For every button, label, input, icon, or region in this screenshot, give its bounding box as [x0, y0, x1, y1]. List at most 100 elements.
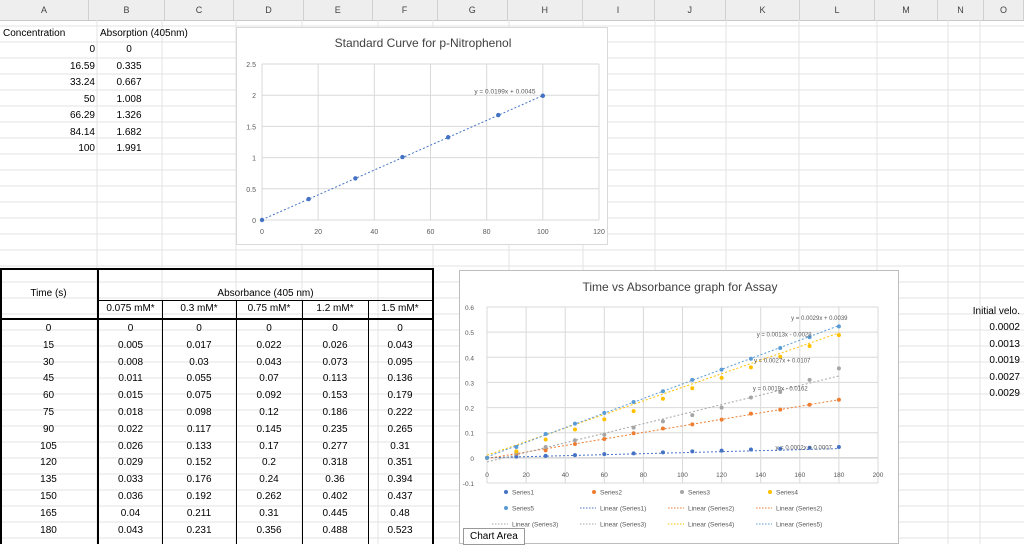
assay-chart[interactable]: Time vs Absorbance graph for Assay -0.1 0 0…	[459, 270, 899, 544]
absorbance-cell[interactable]: 0.24	[259, 474, 279, 486]
absorbance-cell[interactable]: 0.179	[387, 390, 413, 402]
column-header-e[interactable]: E	[304, 0, 373, 20]
absorbance-cell[interactable]: 0.098	[186, 407, 212, 418]
concentration-cell[interactable]: 33.24	[69, 77, 95, 88]
absorbance-cell[interactable]: 0.153	[322, 390, 348, 402]
absorption-cell[interactable]: 1.008	[116, 93, 142, 105]
concentration-header-5[interactable]: 1.5 mM*	[381, 303, 419, 314]
absorbance-cell[interactable]: 0	[127, 323, 134, 334]
absorbance-cell[interactable]: 0.036	[117, 491, 144, 502]
standard-curve-chart[interactable]: Standard Curve for p-Nitrophenol 0 0.5 1 1.5…	[236, 27, 608, 245]
absorbance-cell[interactable]: 0.055	[186, 373, 212, 385]
absorbance-cell[interactable]: 0.026	[322, 339, 348, 351]
absorbance-cell[interactable]: 0.073	[322, 356, 348, 368]
concentration-header-2[interactable]: 0.3 mM*	[180, 303, 218, 314]
absorbance-cell[interactable]: 0.04	[120, 507, 141, 519]
absorbance-cell[interactable]: 0.2	[262, 457, 276, 469]
absorbance-cell[interactable]: 0.008	[117, 356, 144, 368]
absorbance-cell[interactable]: 0.015	[117, 390, 144, 402]
time-cell[interactable]: 45	[42, 373, 55, 385]
absorbance-cell[interactable]: 0.043	[256, 356, 282, 368]
time-cell[interactable]: 180	[40, 524, 57, 536]
concentration-cell[interactable]: 84.14	[69, 126, 95, 138]
concentration-cell[interactable]: 0	[89, 44, 95, 55]
absorbance-cell[interactable]: 0	[397, 323, 403, 334]
absorbance-cell[interactable]: 0.262	[256, 491, 282, 502]
absorbance-cell[interactable]: 0.351	[387, 457, 413, 469]
absorbance-cell[interactable]: 0.075	[186, 390, 212, 402]
time-cell[interactable]: 120	[40, 457, 57, 469]
absorbance-cell[interactable]: 0.31	[390, 440, 410, 452]
column-header-i[interactable]: I	[583, 0, 655, 20]
header-time[interactable]: Time (s)	[30, 288, 67, 299]
absorbance-cell[interactable]: 0.026	[117, 440, 144, 452]
absorbance-cell[interactable]: 0.117	[186, 423, 212, 435]
column-header-g[interactable]: G	[438, 0, 508, 20]
time-cell[interactable]: 15	[42, 339, 55, 351]
absorbance-cell[interactable]: 0.318	[322, 457, 348, 469]
absorbance-cell[interactable]: 0.211	[186, 507, 212, 519]
absorbance-cell[interactable]: 0	[266, 323, 272, 334]
absorbance-cell[interactable]: 0.523	[387, 524, 413, 536]
absorbance-cell[interactable]: 0.017	[186, 339, 212, 351]
absorbance-cell[interactable]: 0.394	[387, 474, 413, 486]
velocity-cell[interactable]: 0.0027	[989, 371, 1020, 383]
header-absorbance[interactable]: Absorbance (405 nm)	[217, 288, 314, 299]
column-header-m[interactable]: M	[875, 0, 938, 20]
absorbance-cell[interactable]: 0	[196, 323, 202, 334]
column-header-n[interactable]: N	[938, 0, 984, 20]
absorbance-cell[interactable]: 0.095	[387, 356, 413, 368]
absorbance-cell[interactable]: 0.31	[259, 507, 279, 519]
absorbance-cell[interactable]: 0.03	[189, 356, 209, 368]
absorbance-cell[interactable]: 0.07	[259, 373, 279, 385]
column-header-h[interactable]: H	[508, 0, 583, 20]
concentration-cell[interactable]: 16.59	[69, 60, 95, 72]
absorbance-cell[interactable]: 0.192	[186, 491, 212, 502]
absorbance-cell[interactable]: 0.235	[322, 423, 348, 435]
time-cell[interactable]: 150	[40, 491, 57, 502]
absorbance-cell[interactable]: 0.152	[186, 457, 212, 469]
absorbance-cell[interactable]: 0.356	[256, 524, 282, 536]
absorbance-cell[interactable]: 0.136	[387, 373, 413, 385]
absorbance-cell[interactable]: 0.231	[186, 524, 212, 536]
header-initial-velocity[interactable]: Initial velo.	[972, 306, 1020, 317]
absorbance-cell[interactable]: 0.005	[117, 339, 144, 351]
time-cell[interactable]: 105	[40, 440, 57, 452]
absorbance-cell[interactable]: 0.186	[322, 407, 348, 418]
column-header-c[interactable]: C	[165, 0, 234, 20]
time-cell[interactable]: 165	[40, 507, 57, 519]
column-header-j[interactable]: J	[655, 0, 726, 20]
absorbance-cell[interactable]: 0.011	[118, 373, 143, 385]
absorbance-cell[interactable]: 0.222	[387, 407, 413, 418]
concentration-cell[interactable]: 50	[83, 93, 95, 105]
absorbance-cell[interactable]: 0.12	[259, 407, 279, 418]
absorbance-cell[interactable]: 0.488	[322, 524, 348, 536]
absorbance-cell[interactable]: 0.445	[322, 507, 348, 519]
concentration-cell[interactable]: 100	[78, 143, 95, 154]
absorbance-cell[interactable]: 0.113	[322, 373, 348, 385]
velocity-cell[interactable]: 0.0019	[989, 355, 1020, 367]
absorbance-cell[interactable]: 0.033	[117, 474, 144, 486]
header-absorption[interactable]: Absorption (405nm)	[100, 28, 188, 39]
absorption-cell[interactable]: 1.682	[116, 126, 142, 138]
time-cell[interactable]: 60	[42, 390, 55, 402]
absorbance-cell[interactable]: 0.022	[256, 339, 282, 351]
header-concentration[interactable]: Concentration	[3, 28, 66, 39]
absorption-cell[interactable]: 1.991	[116, 143, 142, 154]
absorbance-cell[interactable]: 0.265	[387, 423, 413, 435]
concentration-header-4[interactable]: 1.2 mM*	[316, 303, 354, 314]
column-header-a[interactable]: A	[0, 0, 89, 20]
column-header-d[interactable]: D	[234, 0, 304, 20]
absorbance-cell[interactable]: 0.018	[117, 407, 144, 418]
velocity-cell[interactable]: 0.0002	[989, 322, 1020, 333]
concentration-header-1[interactable]: 0.075 mM*	[106, 303, 155, 314]
absorbance-cell[interactable]: 0.043	[117, 524, 144, 536]
absorbance-cell[interactable]: 0.36	[325, 474, 345, 486]
absorption-cell[interactable]: 0.667	[116, 77, 142, 88]
concentration-cell[interactable]: 66.29	[69, 110, 95, 121]
absorbance-cell[interactable]: 0.043	[387, 339, 413, 351]
absorbance-cell[interactable]: 0.48	[390, 507, 410, 519]
time-cell[interactable]: 90	[42, 423, 55, 435]
